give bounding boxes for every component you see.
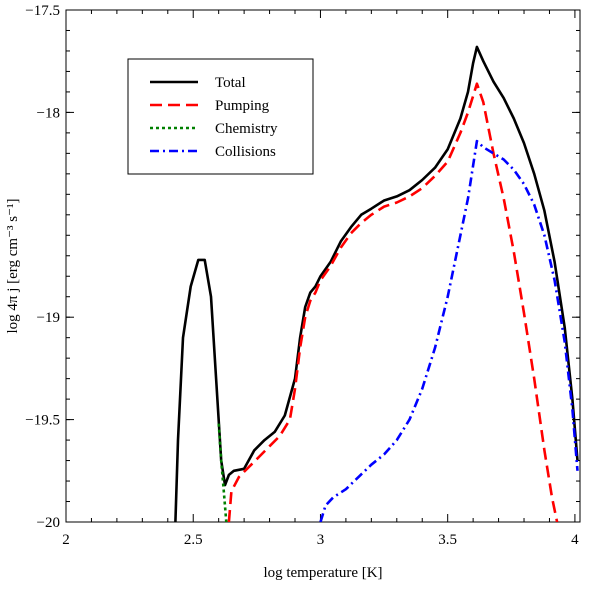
x-axis-label: log temperature [K] <box>263 565 382 581</box>
plot-frame <box>65 9 581 523</box>
legend-label-total: Total <box>215 75 246 91</box>
y-tick-label: −19.5 <box>25 413 60 429</box>
legend-label-chemistry: Chemistry <box>215 121 278 137</box>
axis-tick-labels: 2 2.5 3 3.5 4 −20 −19.5 −19 −18 −17.5 <box>25 3 579 548</box>
x-tick-label: 4 <box>571 532 579 548</box>
x-tick-label: 3.5 <box>438 532 457 548</box>
y-tick-label: −20 <box>37 515 60 531</box>
legend-box <box>127 58 314 175</box>
legend: Total Pumping Chemistry Collisions <box>127 58 314 175</box>
series-line-chemistry <box>217 423 228 522</box>
series-line-pumping <box>227 82 559 522</box>
y-axis-label: log 4π j [erg cm⁻³ s⁻¹] <box>5 198 21 333</box>
legend-label-pumping: Pumping <box>215 98 270 114</box>
axis-ticks <box>65 9 580 523</box>
y-tick-label: −17.5 <box>25 3 60 19</box>
legend-label-collisions: Collisions <box>215 144 276 160</box>
y-tick-label: −18 <box>37 105 60 121</box>
x-tick-label: 3 <box>317 532 325 548</box>
series-layer <box>174 45 579 522</box>
series-line-collisions <box>319 139 579 522</box>
y-tick-label: −19 <box>37 310 60 326</box>
x-tick-label: 2.5 <box>184 532 203 548</box>
x-tick-label: 2 <box>62 532 70 548</box>
